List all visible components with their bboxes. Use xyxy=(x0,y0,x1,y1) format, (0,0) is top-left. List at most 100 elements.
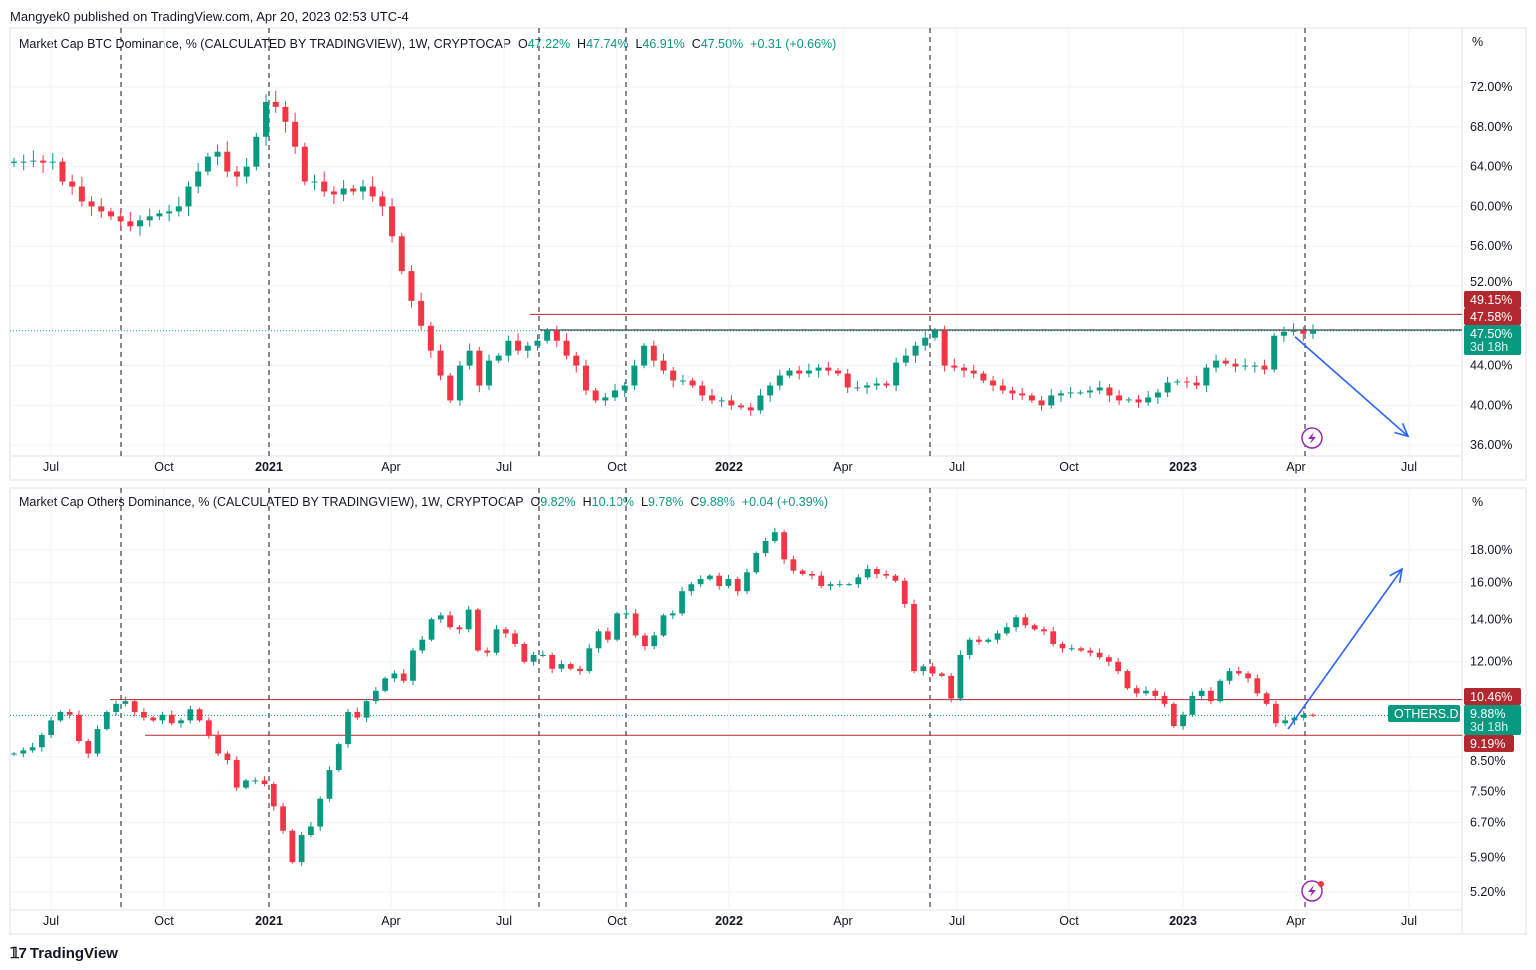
candle-down xyxy=(699,385,706,396)
candle-down xyxy=(1059,643,1066,649)
candle-down xyxy=(521,643,528,662)
candle-down xyxy=(642,635,648,647)
candle-down xyxy=(734,579,741,592)
tradingview-footer[interactable]: 𝟙7 TradingView xyxy=(10,944,118,963)
price-label-text: 10.46% xyxy=(1470,690,1512,704)
candle-up xyxy=(985,639,992,642)
candle-down xyxy=(289,830,296,863)
candle-down xyxy=(825,367,832,371)
candle-up xyxy=(534,340,541,346)
candle-up xyxy=(1217,680,1224,702)
candle-down xyxy=(1087,650,1094,653)
candle-up xyxy=(922,337,929,346)
candle-down xyxy=(69,181,76,187)
price-tick-label: 12.00% xyxy=(1470,655,1512,669)
candle-up xyxy=(1057,393,1064,396)
candle-up xyxy=(725,579,732,586)
candle-up xyxy=(103,711,110,730)
candle-up xyxy=(214,151,221,157)
candle-down xyxy=(799,570,806,574)
candle-up xyxy=(185,186,192,207)
candle-up xyxy=(920,666,927,672)
price-label-red xyxy=(1464,688,1521,705)
candle-up xyxy=(651,635,658,647)
candle-up xyxy=(1282,720,1289,724)
candle-down xyxy=(1170,703,1177,727)
candle-down xyxy=(961,367,968,371)
price-tick-label: 5.90% xyxy=(1470,850,1505,864)
candle-down xyxy=(716,575,723,586)
legend-high: 47.74% xyxy=(586,37,629,51)
candle-up xyxy=(363,701,370,718)
pane-border xyxy=(9,27,1527,481)
candle-up xyxy=(753,553,760,573)
candle-up xyxy=(326,770,333,799)
candle-up xyxy=(1174,381,1181,383)
candle-up xyxy=(11,753,17,755)
candle-up xyxy=(175,206,182,212)
candle-down xyxy=(282,106,289,122)
candle-up xyxy=(679,591,685,614)
candle-up xyxy=(252,780,259,782)
candle-up xyxy=(1280,331,1287,336)
candle-up xyxy=(195,171,202,187)
trend-arrow-line xyxy=(1287,568,1403,730)
candle-up xyxy=(1096,387,1103,391)
candle-up xyxy=(419,639,426,651)
candle-up xyxy=(1048,395,1055,406)
candle-up xyxy=(641,345,648,366)
candle-down xyxy=(66,711,73,715)
candle-up xyxy=(1068,648,1075,650)
candle-up xyxy=(465,609,472,630)
candle-down xyxy=(76,714,82,742)
candle-up xyxy=(359,186,366,192)
candle-up xyxy=(243,780,249,788)
candle-up xyxy=(493,629,500,653)
candle-up xyxy=(771,532,778,541)
candle-down xyxy=(107,211,114,217)
candle-down xyxy=(689,380,696,386)
candle-down xyxy=(98,206,105,212)
countdown-text: 3d 18h xyxy=(1470,720,1508,734)
candle-down xyxy=(321,181,328,192)
candle-up xyxy=(391,673,398,679)
candle-up xyxy=(243,166,250,177)
candle-up xyxy=(38,734,45,748)
candle-up xyxy=(340,188,347,195)
candle-down xyxy=(1096,652,1103,658)
price-tick-label: 44.00% xyxy=(1470,359,1512,373)
candle-down xyxy=(1038,400,1045,406)
candle-down xyxy=(270,784,277,807)
candle-up xyxy=(159,714,166,721)
candle-up xyxy=(428,619,435,640)
candle-down xyxy=(582,365,589,391)
candle-up xyxy=(311,181,318,183)
candle-up xyxy=(893,362,900,386)
candle-up xyxy=(1164,382,1171,393)
candle-down xyxy=(515,340,522,351)
candle-down xyxy=(1028,395,1035,401)
candle-down xyxy=(427,325,434,351)
candle-up xyxy=(1309,330,1317,334)
candle-up xyxy=(827,584,834,586)
candle-up xyxy=(957,654,964,699)
candle-down xyxy=(883,573,890,576)
time-tick-label: Apr xyxy=(833,914,852,928)
candle-down xyxy=(475,609,481,651)
candle-down xyxy=(809,573,815,576)
candle-up xyxy=(1013,617,1019,628)
candle-up xyxy=(966,639,973,655)
candle-down xyxy=(747,407,754,411)
symbol-tag xyxy=(1388,705,1460,722)
candle-up xyxy=(10,161,18,163)
candle-down xyxy=(738,405,745,408)
candle-down xyxy=(1022,617,1029,626)
candle-down xyxy=(233,171,240,177)
candle-down xyxy=(224,151,231,172)
price-tick-label: 7.50% xyxy=(1470,784,1505,798)
candle-down xyxy=(650,345,657,361)
candle-down xyxy=(398,236,405,272)
candle-up xyxy=(873,383,880,386)
candle-up xyxy=(1003,627,1010,634)
